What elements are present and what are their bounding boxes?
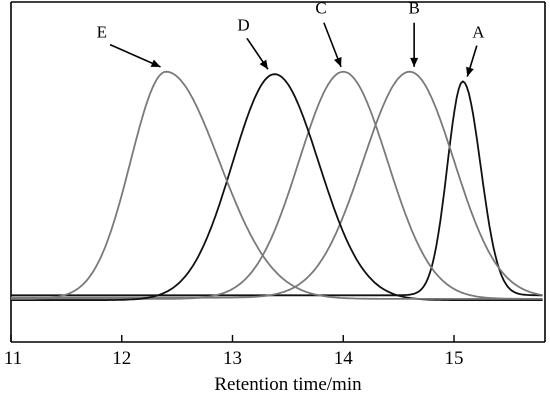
x-axis-ticks: 11 12 13 14 15 [4,335,464,369]
x-tick-label: 11 [4,348,22,369]
peak-label-a: A [472,23,485,42]
x-tick-label: 13 [223,348,242,369]
series-line-d [11,73,543,301]
peak-label-d: D [237,15,249,34]
arrow-c-head [334,57,342,67]
peak-annotations: E D C B A [97,0,485,77]
arrow-b-head [410,57,419,67]
arrow-e-shaft [109,43,161,68]
series-line-a [11,80,543,297]
x-tick-label: 12 [112,348,131,369]
peak-label-b: B [408,0,419,17]
series-line-c [11,70,543,300]
arrow-e-head [150,59,161,67]
peak-label-e: E [97,23,107,42]
arrow-d-head [259,59,268,70]
series-line-e [11,70,543,300]
series-line-b [11,70,543,299]
peak-label-c: C [315,0,326,17]
x-axis-title: Retention time/min [214,374,362,395]
arrow-a-head [466,66,474,77]
x-tick-label: 15 [445,348,464,369]
series-group [11,70,543,301]
axes [10,1,546,343]
x-tick-label: 14 [334,348,354,369]
